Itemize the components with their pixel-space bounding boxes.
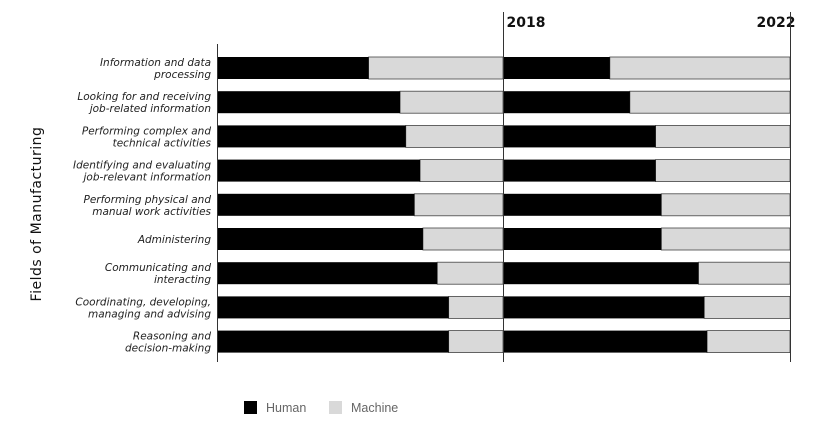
bar-machine-2018-1 <box>368 56 504 80</box>
category-label-4-line2: job-relevant information <box>82 172 212 184</box>
bar-human-2018-3 <box>217 125 406 148</box>
category-label-7-line2: interacting <box>154 274 211 286</box>
bar-human-2022-9 <box>504 330 708 353</box>
bar-machine-2018-8 <box>448 295 504 319</box>
bar-human-2022-3 <box>504 125 656 148</box>
category-label-1-line2: processing <box>153 69 211 81</box>
bar-machine-2022-5 <box>660 193 791 217</box>
bar-machine-2022-6 <box>660 227 791 251</box>
legend-swatch-machine <box>329 401 342 414</box>
period-label-2022: 2022 <box>757 15 796 31</box>
bar-machine-2022-2 <box>629 90 791 114</box>
category-label-6: Administering <box>137 234 212 246</box>
bar-machine-2018-5 <box>413 193 504 217</box>
bar-human-2022-1 <box>504 57 610 79</box>
category-label-3-line2: technical activities <box>113 137 212 149</box>
bar-human-2018-2 <box>217 91 401 114</box>
bar-machine-2018-7 <box>436 261 504 285</box>
category-label-1-line1: Information and data <box>100 57 211 69</box>
period-label-2018: 2018 <box>507 15 546 31</box>
category-label-5-line2: manual work activities <box>92 206 211 218</box>
bar-human-2022-7 <box>504 262 699 285</box>
category-label-4-line1: Identifying and evaluating <box>73 160 211 172</box>
bar-human-2018-1 <box>217 57 369 79</box>
category-label-9-line1: Reasoning and <box>133 331 211 343</box>
bar-human-2018-9 <box>217 330 449 353</box>
bar-human-2018-7 <box>217 262 438 285</box>
legend-label-human: Human <box>266 401 306 415</box>
bar-machine-2022-4 <box>655 159 791 183</box>
legend-swatch-human <box>244 401 257 414</box>
bar-human-2018-4 <box>217 159 421 182</box>
bar-human-2018-8 <box>217 296 449 319</box>
bar-human-2022-5 <box>504 193 662 216</box>
bar-human-2018-5 <box>217 193 415 216</box>
bar-machine-2018-9 <box>448 330 504 354</box>
category-label-7-line1: Communicating and <box>105 262 211 274</box>
y-axis-title: Fields of Manufacturing <box>29 127 45 302</box>
bar-machine-2022-1 <box>609 56 791 80</box>
bar-human-2022-2 <box>504 91 630 114</box>
bar-human-2022-4 <box>504 159 656 182</box>
category-label-3-line1: Performing complex and <box>82 125 211 137</box>
bar-machine-2022-3 <box>655 125 791 148</box>
category-label-5-line1: Performing physical and <box>84 194 212 206</box>
bar-machine-2018-6 <box>422 227 504 251</box>
bar-machine-2018-2 <box>399 90 504 114</box>
bar-machine-2022-7 <box>698 261 791 285</box>
bar-human-2022-6 <box>504 228 662 250</box>
bar-machine-2018-4 <box>419 159 504 183</box>
bar-machine-2022-8 <box>703 295 791 319</box>
category-label-2-line1: Looking for and receiving <box>77 91 211 103</box>
bar-human-2022-8 <box>504 296 705 319</box>
legend-label-machine: Machine <box>351 401 398 415</box>
category-label-2-line2: job-related information <box>88 103 211 115</box>
category-label-8-line2: managing and advising <box>88 308 211 320</box>
bar-human-2018-6 <box>217 228 423 250</box>
bar-machine-2018-3 <box>405 125 504 148</box>
category-label-9-line2: decision-making <box>125 343 211 355</box>
category-label-8-line1: Coordinating, developing, <box>75 296 211 308</box>
bar-machine-2022-9 <box>706 330 791 354</box>
